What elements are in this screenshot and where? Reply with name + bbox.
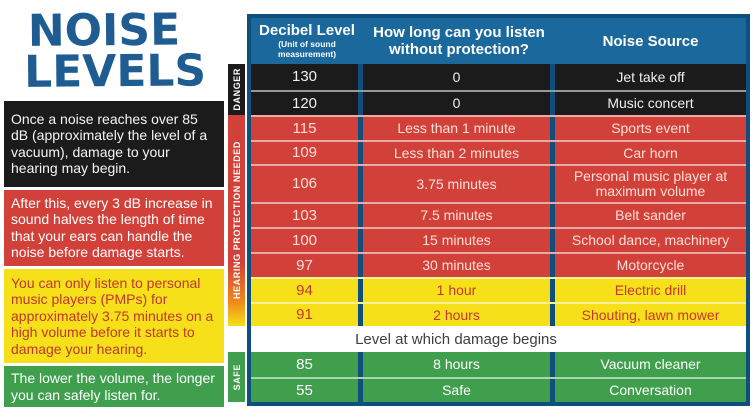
source-cell: Vacuum cleaner (600, 356, 701, 373)
note-pmp-limit: You can only listen to personal music pl… (4, 268, 224, 364)
zone-strip: DANGER HEARING PROTECTION NEEDED SAFE (228, 64, 245, 417)
db-cell: 109 (291, 144, 318, 162)
column-separator (358, 254, 363, 277)
table-row: 109 Less than 2 minutes Car horn (251, 140, 746, 164)
time-cell: 1 hour (436, 282, 477, 299)
time-cell: Less than 2 minutes (393, 144, 520, 161)
source-cell: Conversation (609, 382, 692, 399)
noise-table: Decibel Level (Unit of sound measurement… (247, 14, 750, 406)
header-listen-duration: How long can you listen without protecti… (373, 23, 545, 58)
table-row: 97 30 minutes Motorcycle (251, 252, 746, 277)
table-row: 115 Less than 1 minute Sports event (251, 115, 746, 140)
table-row: 91 2 hours Shouting, lawn mower (251, 302, 746, 326)
db-cell: 106 (291, 175, 318, 193)
source-cell: Electric drill (614, 282, 687, 299)
header-noise-source: Noise Source (602, 32, 699, 50)
noise-levels-logo: NOISE LEVELS (24, 5, 229, 99)
source-cell: Shouting, lawn mower (581, 306, 720, 323)
column-separator (358, 304, 363, 326)
header-decibel-subtitle: (Unit of sound measurement) (277, 39, 337, 59)
header-decibel-level: Decibel Level (Unit of sound measurement… (251, 18, 363, 64)
column-separator (550, 279, 555, 302)
time-cell: 30 minutes (422, 257, 491, 274)
band-gap (228, 326, 245, 352)
hearing-protection-band-label: HEARING PROTECTION NEEDED (231, 141, 242, 300)
db-cell: 115 (292, 119, 317, 137)
time-cell: 0 (452, 95, 461, 112)
db-cell: 130 (291, 68, 318, 86)
column-separator (358, 279, 363, 302)
column-separator (550, 352, 555, 377)
source-cell: Belt sander (615, 207, 686, 224)
logo-line-2: LEVELS (23, 45, 207, 99)
column-separator (358, 229, 363, 252)
table-row: 85 8 hours Vacuum cleaner (251, 352, 746, 377)
db-cell: 55 (296, 381, 313, 399)
table-row: 103 7.5 minutes Belt sander (251, 202, 746, 227)
damage-threshold-row: Level at which damage begins (251, 326, 746, 352)
source-cell: School dance, machinery (571, 232, 730, 249)
source-cell: Music concert (607, 95, 694, 112)
time-cell: 3.75 minutes (416, 175, 497, 192)
source-cell: Motorcycle (616, 257, 685, 274)
db-cell: 103 (291, 206, 318, 224)
column-separator (358, 64, 363, 90)
column-separator (358, 117, 363, 140)
time-cell: Safe (442, 382, 471, 399)
table-row: 106 3.75 minutes Personal music player a… (251, 164, 746, 202)
db-cell: 97 (296, 256, 313, 274)
danger-band-label: DANGER (231, 68, 242, 111)
source-cell: Car horn (623, 144, 678, 161)
sidebar: NOISE LEVELS Once a noise reaches over 8… (0, 0, 228, 417)
time-cell: 0 (452, 68, 461, 85)
column-separator (358, 92, 363, 115)
time-cell: Less than 1 minute (397, 120, 516, 137)
db-cell: 85 (296, 355, 313, 373)
header-decibel-title: Decibel Level (259, 22, 355, 40)
column-separator (358, 352, 363, 377)
column-separator (550, 117, 555, 140)
time-cell: 2 hours (433, 306, 480, 323)
column-separator (550, 204, 555, 227)
danger-band: DANGER (228, 64, 245, 115)
column-separator (550, 254, 555, 277)
column-separator (550, 229, 555, 252)
time-cell: 15 minutes (422, 232, 491, 249)
safe-band: SAFE (228, 352, 245, 402)
hearing-protection-band: HEARING PROTECTION NEEDED (228, 115, 245, 326)
source-cell: Personal music player at maximum volume (573, 168, 728, 199)
table-row: 100 15 minutes School dance, machinery (251, 227, 746, 252)
db-cell: 120 (291, 94, 318, 112)
db-cell: 91 (296, 306, 313, 324)
db-cell: 100 (291, 231, 318, 249)
column-separator (550, 166, 555, 202)
column-separator (550, 142, 555, 164)
time-cell: 7.5 minutes (420, 207, 493, 224)
table-header: Decibel Level (Unit of sound measurement… (251, 18, 746, 64)
table-row: 120 0 Music concert (251, 90, 746, 115)
db-cell: 94 (296, 281, 313, 299)
note-damage-begins: Once a noise reaches over 85 dB (approxi… (4, 100, 224, 187)
column-separator (550, 379, 555, 402)
source-cell: Sports event (611, 120, 690, 137)
source-cell: Jet take off (616, 68, 685, 85)
column-separator (358, 142, 363, 164)
safe-band-label: SAFE (231, 363, 242, 391)
table-row: 130 0 Jet take off (251, 64, 746, 90)
column-separator (358, 379, 363, 402)
time-cell: 8 hours (433, 356, 480, 373)
column-separator (550, 92, 555, 115)
column-separator (358, 204, 363, 227)
table-row: 94 1 hour Electric drill (251, 277, 746, 302)
column-separator (358, 166, 363, 202)
column-separator (550, 64, 555, 90)
note-3db-increase: After this, every 3 dB increase in sound… (4, 189, 224, 266)
table-row: 55 Safe Conversation (251, 377, 746, 402)
note-lower-volume: The lower the volume, the longer you can… (4, 366, 224, 408)
column-separator (550, 304, 555, 326)
